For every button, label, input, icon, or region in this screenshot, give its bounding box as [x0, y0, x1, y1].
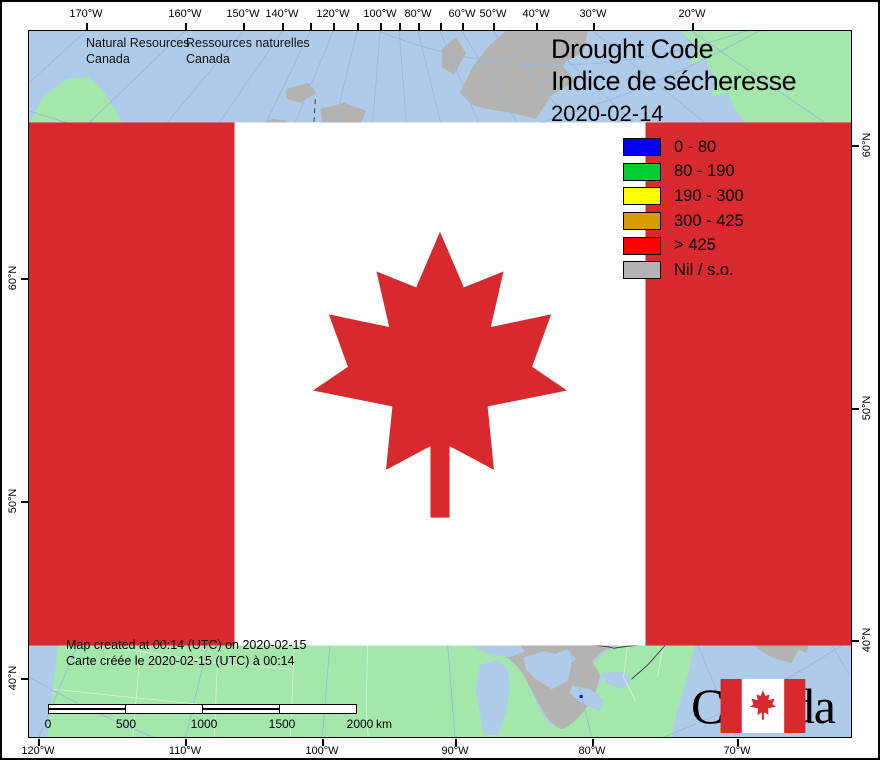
scale-bar-labels: 0 500 1000 1500 2000 km	[29, 717, 449, 731]
coordinate-label: 140°W	[265, 8, 299, 20]
graticule-tick	[322, 739, 324, 746]
coordinate-label: 80°W	[578, 745, 606, 757]
legend: 0 - 80 80 - 190 190 - 300 300 - 425 > 425 Nil…	[623, 135, 744, 283]
legend-row: > 425	[623, 233, 744, 258]
graticule-tick	[185, 23, 187, 30]
coordinate-label: 80°W	[404, 8, 432, 20]
graticule-tick	[592, 739, 594, 746]
coordinate-label: 60°N	[7, 265, 19, 291]
graticule-tick	[86, 23, 88, 30]
canada-flag-icon	[29, 122, 851, 646]
legend-label: Nil / s.o.	[674, 260, 734, 279]
legend-swatch	[623, 162, 661, 181]
legend-swatch	[623, 187, 661, 206]
scale-bar	[48, 704, 360, 714]
coordinate-label: 40°W	[522, 8, 550, 20]
coordinate-label: 160°W	[168, 8, 202, 20]
scale-tick-label: 1500	[268, 717, 296, 731]
legend-row: 190 - 300	[623, 184, 744, 209]
legend-swatch	[623, 212, 661, 231]
scale-tick-label: 2000	[346, 717, 374, 731]
map-title: Drought Code Indice de sécheresse 2020-0…	[551, 33, 797, 127]
creation-note-en: Map created at 00:14 (UTC) on 2020-02-15	[66, 638, 307, 652]
graticule-tick	[418, 23, 420, 30]
graticule-tick	[455, 739, 457, 746]
legend-row: 300 - 425	[623, 209, 744, 234]
coordinate-label: 100°W	[363, 8, 397, 20]
coordinate-label: 40°N	[7, 665, 19, 691]
legend-row: 80 - 190	[623, 160, 744, 185]
legend-swatch	[623, 236, 661, 255]
graticule-tick	[692, 23, 694, 30]
graticule-tick	[493, 23, 495, 30]
graticule-tick	[243, 23, 245, 30]
graticule-tick	[852, 145, 859, 147]
title-date: 2020-02-14	[551, 101, 664, 126]
coordinate-label: 70°W	[723, 745, 751, 757]
coordinate-label: 100°W	[305, 745, 339, 757]
graticule-tick	[462, 23, 464, 30]
coordinate-label: 30°W	[579, 8, 607, 20]
graticule-tick	[333, 23, 335, 30]
coordinate-label: 90°W	[441, 745, 469, 757]
graticule-tick	[536, 23, 538, 30]
graticule-tick	[21, 501, 28, 503]
graticule-tick	[737, 739, 739, 746]
coordinate-label: 120°W	[21, 745, 55, 757]
legend-label: 80 - 190	[674, 162, 735, 181]
graticule-tick	[21, 678, 28, 680]
canada-wordmark: Canada	[691, 679, 836, 733]
map-canvas: Natural Resources Canada Ressources natur…	[28, 30, 852, 738]
coordinate-label: 50°N	[861, 395, 873, 421]
legend-swatch	[623, 261, 661, 280]
graticule-tick	[399, 23, 401, 30]
scale-tick-label: 1000	[190, 717, 218, 731]
graticule-tick	[852, 408, 859, 410]
coordinate-label: 40°N	[861, 627, 873, 653]
scale-unit-label: km	[376, 717, 392, 731]
coordinate-label: 150°W	[226, 8, 260, 20]
graticule-tick	[185, 739, 187, 746]
legend-label: 300 - 425	[674, 211, 744, 230]
legend-row: 0 - 80	[623, 135, 744, 160]
graticule-tick	[593, 23, 595, 30]
coordinate-label: 50°W	[479, 8, 507, 20]
graticule-tick	[852, 640, 859, 642]
coordinate-label: 20°W	[678, 8, 706, 20]
legend-swatch	[623, 138, 661, 157]
graticule-tick	[282, 23, 284, 30]
logo-text-en: Natural Resources Canada	[86, 36, 190, 66]
scale-tick-label: 0	[44, 717, 52, 731]
wordmark-flag-icon	[720, 679, 806, 733]
coordinate-label: 110°W	[168, 745, 202, 757]
coordinate-label: 170°W	[69, 8, 103, 20]
graticule-tick	[310, 23, 312, 30]
scale-tick-label: 500	[115, 717, 137, 731]
legend-label: > 425	[674, 236, 716, 255]
coordinate-label: 50°N	[7, 488, 19, 514]
coordinate-label: 60°W	[448, 8, 476, 20]
title-en: Drought Code	[551, 34, 714, 64]
logo-text-fr: Ressources naturelles Canada	[186, 36, 310, 66]
graticule-tick	[21, 278, 28, 280]
coordinate-label: 60°N	[861, 132, 873, 158]
graticule-tick	[357, 23, 359, 30]
graticule-tick	[38, 739, 40, 746]
graticule-tick	[380, 23, 382, 30]
graticule-tick	[440, 23, 442, 30]
coordinate-label: 120°W	[316, 8, 350, 20]
legend-row: Nil / s.o.	[623, 258, 744, 283]
creation-note-fr: Carte créée le 2020-02-15 (UTC) à 00:14	[66, 654, 295, 668]
legend-label: 0 - 80	[674, 137, 717, 156]
creation-note: Map created at 00:14 (UTC) on 2020-02-15…	[66, 637, 306, 669]
legend-label: 190 - 300	[674, 186, 744, 205]
title-fr: Indice de sécheresse	[551, 66, 797, 96]
